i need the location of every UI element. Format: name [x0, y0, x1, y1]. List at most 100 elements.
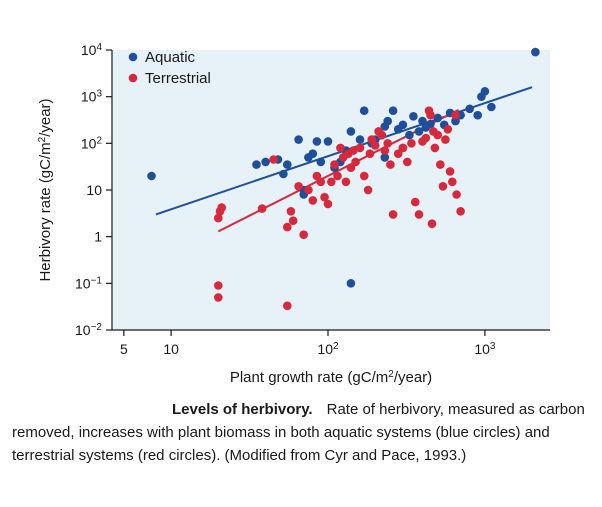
y-tick-label-1: 103	[81, 88, 103, 105]
point-aquatic-32	[316, 157, 326, 167]
caption-text: Rate of herbivory, measured as carbon re…	[12, 401, 585, 464]
point-aquatic-35	[304, 153, 313, 162]
point-terrestrial-18	[323, 199, 333, 209]
point-aquatic-25	[359, 106, 369, 115]
point-terrestrial-17	[320, 192, 329, 202]
point-terrestrial-21	[333, 171, 342, 181]
point-terrestrial-53	[430, 143, 440, 153]
point-terrestrial-14	[308, 196, 318, 205]
point-terrestrial-32	[365, 149, 375, 158]
point-aquatic-26	[355, 135, 365, 144]
x-tick-label-2: 102	[317, 341, 339, 358]
point-terrestrial-3	[214, 293, 223, 302]
point-aquatic-44	[346, 279, 356, 288]
point-aquatic-14	[414, 127, 424, 136]
point-terrestrial-61	[451, 110, 460, 120]
point-terrestrial-41	[393, 149, 403, 158]
point-terrestrial-24	[341, 177, 351, 187]
point-terrestrial-54	[433, 130, 443, 140]
point-terrestrial-51	[427, 219, 437, 228]
point-terrestrial-10	[288, 216, 298, 225]
point-terrestrial-50	[426, 110, 435, 120]
point-terrestrial-19	[327, 177, 336, 187]
point-terrestrial-39	[386, 160, 395, 169]
point-terrestrial-20	[330, 160, 339, 169]
point-aquatic-10	[433, 113, 443, 123]
point-aquatic-31	[323, 137, 333, 146]
point-aquatic-38	[283, 160, 292, 169]
point-aquatic-42	[252, 160, 261, 169]
point-aquatic-19	[388, 106, 398, 115]
point-terrestrial-7	[269, 155, 278, 164]
point-terrestrial-48	[421, 133, 431, 143]
point-terrestrial-8	[283, 222, 292, 232]
point-aquatic-3	[473, 110, 483, 120]
y-tick-label-5: 10−1	[75, 275, 102, 292]
point-terrestrial-4	[214, 281, 223, 290]
point-terrestrial-0	[214, 213, 223, 223]
point-terrestrial-44	[407, 139, 416, 148]
x-axis-title: Plant growth rate (gC/m2/year)	[230, 369, 432, 387]
point-aquatic-2	[487, 102, 496, 112]
y-axis-title: Herbivory rate (gC/m2/year)	[37, 98, 55, 281]
point-terrestrial-38	[383, 139, 393, 148]
point-aquatic-16	[405, 130, 414, 140]
plot-area-background	[112, 50, 550, 330]
figure-caption: Levels of herbivory. Rate of herbivory, m…	[12, 398, 592, 467]
point-aquatic-13	[418, 116, 427, 126]
point-terrestrial-31	[363, 185, 373, 195]
point-terrestrial-11	[299, 230, 309, 239]
point-aquatic-0	[531, 47, 540, 57]
point-terrestrial-16	[316, 177, 326, 187]
point-aquatic-39	[279, 169, 288, 179]
point-terrestrial-59	[445, 167, 455, 176]
point-terrestrial-5	[283, 301, 292, 311]
point-terrestrial-22	[336, 143, 345, 153]
point-aquatic-7	[451, 116, 460, 126]
point-aquatic-5	[465, 104, 475, 114]
point-terrestrial-9	[286, 207, 296, 216]
legend: Aquatic Terrestrial	[128, 49, 211, 87]
point-aquatic-15	[409, 112, 418, 121]
point-aquatic-12	[421, 123, 431, 132]
point-terrestrial-63	[452, 190, 461, 199]
point-aquatic-37	[294, 135, 303, 144]
point-terrestrial-56	[438, 182, 448, 191]
point-terrestrial-36	[377, 130, 387, 140]
point-terrestrial-6	[257, 204, 267, 213]
y-tick-label-2: 102	[81, 135, 103, 152]
y-tick-label-6: 10−2	[75, 322, 102, 339]
point-aquatic-43	[147, 171, 156, 181]
point-aquatic-18	[393, 125, 403, 134]
point-terrestrial-12	[294, 182, 303, 191]
point-terrestrial-45	[411, 197, 420, 207]
point-terrestrial-42	[398, 143, 408, 153]
point-aquatic-41	[261, 157, 270, 167]
y-tick-label-0: 104	[81, 42, 103, 59]
point-terrestrial-60	[448, 177, 457, 187]
point-terrestrial-40	[388, 210, 398, 219]
legend-label-terrestrial: Terrestrial	[145, 70, 211, 87]
y-tick-label-3: 10	[86, 182, 102, 198]
point-terrestrial-27	[349, 146, 358, 155]
point-aquatic-4	[477, 92, 486, 101]
point-aquatic-47	[380, 153, 390, 162]
point-terrestrial-62	[456, 207, 465, 216]
point-terrestrial-2	[217, 203, 226, 212]
point-terrestrial-34	[370, 141, 380, 150]
point-terrestrial-30	[359, 171, 369, 181]
x-tick-label-1: 10	[163, 341, 179, 357]
point-aquatic-21	[380, 122, 390, 131]
caption-title: Levels of herbivory.	[172, 401, 313, 418]
point-terrestrial-58	[443, 125, 453, 134]
point-terrestrial-55	[436, 160, 445, 169]
y-tick-label-4: 1	[94, 229, 102, 245]
point-aquatic-27	[346, 127, 356, 136]
point-aquatic-33	[312, 137, 322, 146]
point-terrestrial-29	[355, 143, 365, 153]
x-tick-label-0: 5	[120, 341, 128, 357]
legend-marker-aquatic	[128, 52, 138, 62]
legend-marker-terrestrial	[128, 73, 138, 83]
point-terrestrial-26	[346, 163, 356, 172]
